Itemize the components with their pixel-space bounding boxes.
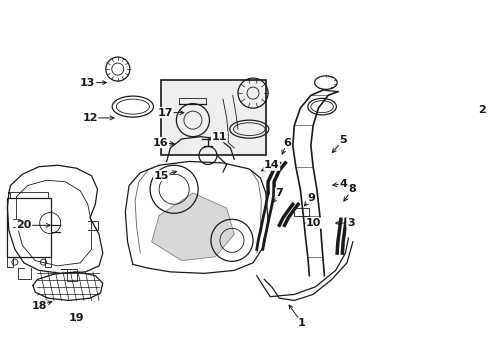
Bar [160,80,265,156]
Text: 20: 20 [16,220,32,230]
Text: 19: 19 [68,314,84,323]
Text: 17: 17 [157,108,173,118]
Text: 12: 12 [82,113,98,123]
Text: 4: 4 [339,179,346,189]
Text: 5: 5 [339,135,346,145]
Text: 18: 18 [31,301,46,311]
Text: 14: 14 [264,160,279,170]
Text: 7: 7 [275,188,283,198]
Text: 16: 16 [153,138,168,148]
Polygon shape [151,193,234,261]
Text: 3: 3 [346,218,354,228]
Text: 2: 2 [477,105,485,116]
Text: 1: 1 [297,318,305,328]
Bar [7,198,51,257]
Text: 13: 13 [80,78,95,87]
Text: 15: 15 [153,171,169,181]
Bar [294,208,309,216]
Text: 9: 9 [306,193,314,203]
Text: 6: 6 [282,138,290,148]
Text: 8: 8 [347,184,355,194]
Text: 10: 10 [305,218,321,228]
Text: 11: 11 [211,132,226,142]
